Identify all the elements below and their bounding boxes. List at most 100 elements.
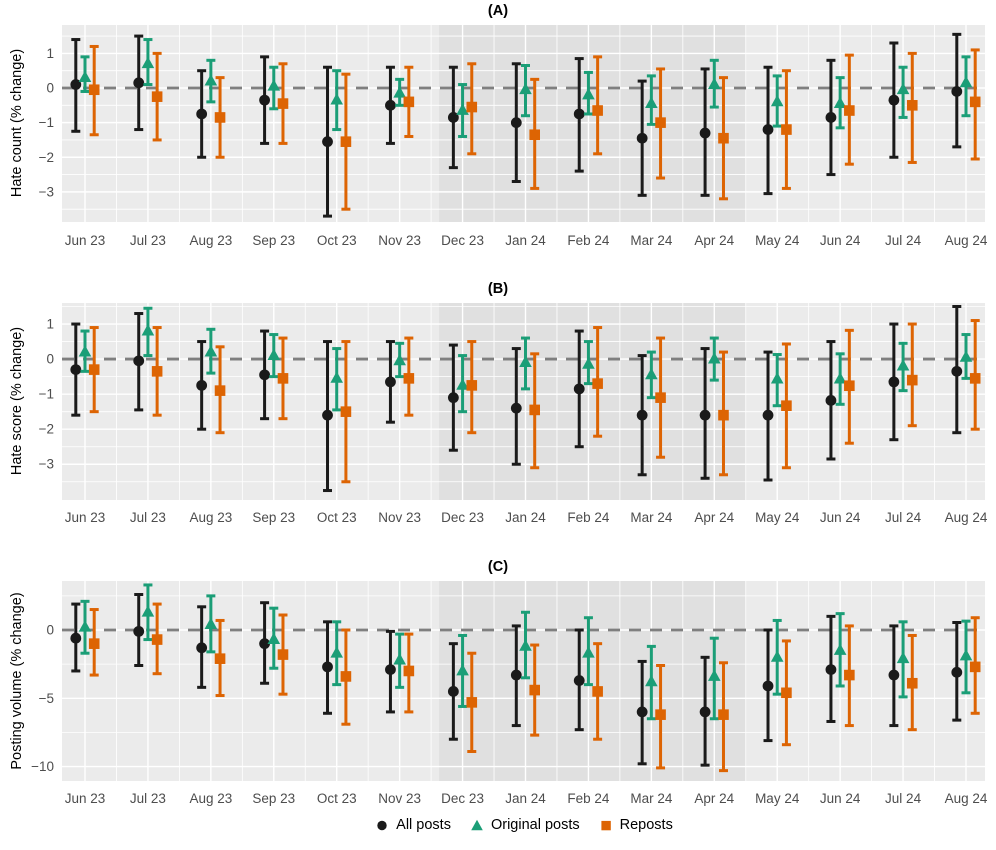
y-tick-label: −10 [31, 759, 54, 774]
x-tick-label: Aug 24 [945, 510, 988, 525]
point-triangle [519, 82, 532, 95]
point-circle [322, 136, 333, 148]
point-triangle [519, 355, 532, 367]
point-triangle [707, 669, 721, 681]
point-square [969, 373, 981, 384]
x-tick-label: Dec 23 [441, 233, 484, 248]
point-triangle [582, 87, 595, 100]
point-triangle [141, 324, 155, 336]
x-tick-label: Jun 24 [820, 510, 861, 525]
x-tick-label: Oct 23 [317, 233, 357, 248]
point-square [969, 661, 981, 673]
point-square [151, 634, 163, 645]
point-square [655, 392, 666, 403]
point-triangle [78, 70, 92, 83]
point-triangle [78, 620, 92, 632]
x-tick-label: Jul 24 [885, 510, 922, 525]
x-tick-label: Nov 23 [378, 233, 421, 248]
point-triangle [204, 345, 218, 357]
point-square [718, 709, 729, 720]
series-circle [70, 593, 963, 767]
point-triangle [330, 93, 344, 105]
point-triangle [645, 674, 658, 687]
y-tick-label: −2 [39, 422, 54, 437]
legend-label: All posts [396, 817, 451, 833]
point-square [466, 101, 478, 113]
point-square [214, 653, 226, 664]
point-circle [259, 638, 270, 650]
point-triangle [582, 357, 595, 369]
point-square [844, 380, 855, 392]
point-square [88, 364, 100, 375]
point-triangle [141, 56, 155, 69]
y-tick-label: −2 [39, 150, 54, 165]
point-square [906, 100, 918, 111]
point-circle [196, 108, 208, 120]
y-tick-label: −5 [39, 691, 54, 706]
point-triangle [896, 82, 910, 95]
point-circle [322, 661, 333, 673]
series-triangle [78, 306, 973, 414]
point-circle [573, 108, 585, 120]
x-tick-label: Feb 24 [567, 233, 610, 248]
panel-b-title: (B) [487, 281, 509, 297]
point-triangle [78, 345, 92, 357]
panel-(A): 1 0 −1 −2 −3 Jun 23 Jul 23 Aug 23 Sep 23 Oct 23 No… [39, 25, 988, 248]
point-circle [447, 686, 459, 697]
x-tick-label: Aug 23 [189, 233, 232, 248]
legend: All posts Original posts Reposts [0, 817, 996, 833]
point-triangle [267, 348, 281, 360]
point-triangle [393, 353, 406, 366]
point-circle [699, 127, 711, 139]
x-tick-label: Jul 23 [130, 791, 166, 806]
shaded-region [439, 303, 746, 500]
legend-label: Original posts [490, 817, 580, 833]
x-tick-label: Aug 24 [945, 233, 988, 248]
point-circle [133, 355, 145, 367]
point-square [529, 684, 540, 696]
x-tick-label: Jun 23 [65, 791, 106, 806]
x-tick-label: Sep 23 [252, 791, 295, 806]
shaded-region [439, 25, 746, 222]
point-circle [636, 706, 648, 718]
point-square [403, 373, 415, 384]
panel-(B): 1 0 −1 −2 −3 Jun 23 Jul 23 Aug 23 Sep 23 Oct 23 No… [39, 303, 988, 525]
point-circle [825, 664, 837, 676]
point-triangle [456, 663, 469, 676]
point-triangle [707, 77, 721, 89]
point-triangle [393, 86, 406, 98]
point-square [592, 105, 603, 116]
point-triangle [959, 75, 973, 88]
point-circle [951, 365, 963, 377]
x-tick-label: Dec 23 [441, 510, 484, 525]
point-circle [385, 376, 396, 388]
point-triangle [393, 653, 406, 665]
point-square [403, 665, 415, 677]
x-tick-label: Aug 23 [189, 510, 232, 525]
x-tick-label: May 24 [755, 791, 800, 806]
x-tick-label: Mar 24 [630, 510, 673, 525]
point-square [214, 385, 226, 396]
series-triangle [78, 583, 973, 721]
point-circle [510, 669, 522, 681]
point-circle [762, 409, 774, 421]
x-tick-label: Apr 24 [694, 791, 734, 806]
point-circle [573, 675, 585, 686]
circle-marker-icon [377, 820, 387, 831]
point-circle [825, 112, 837, 123]
x-tick-label: Jan 24 [505, 791, 546, 806]
point-circle [762, 680, 774, 692]
point-square [844, 105, 855, 116]
point-circle [70, 364, 82, 376]
series-square [88, 319, 981, 484]
point-triangle [833, 372, 847, 384]
y-tick-label: −1 [39, 387, 54, 402]
point-triangle [959, 648, 973, 661]
point-square [781, 687, 792, 699]
point-triangle [896, 359, 910, 371]
point-circle [133, 77, 145, 89]
point-square [781, 400, 792, 412]
point-triangle [267, 79, 281, 91]
panel-c-y-axis-title: Posting volume (% change) [9, 592, 25, 770]
